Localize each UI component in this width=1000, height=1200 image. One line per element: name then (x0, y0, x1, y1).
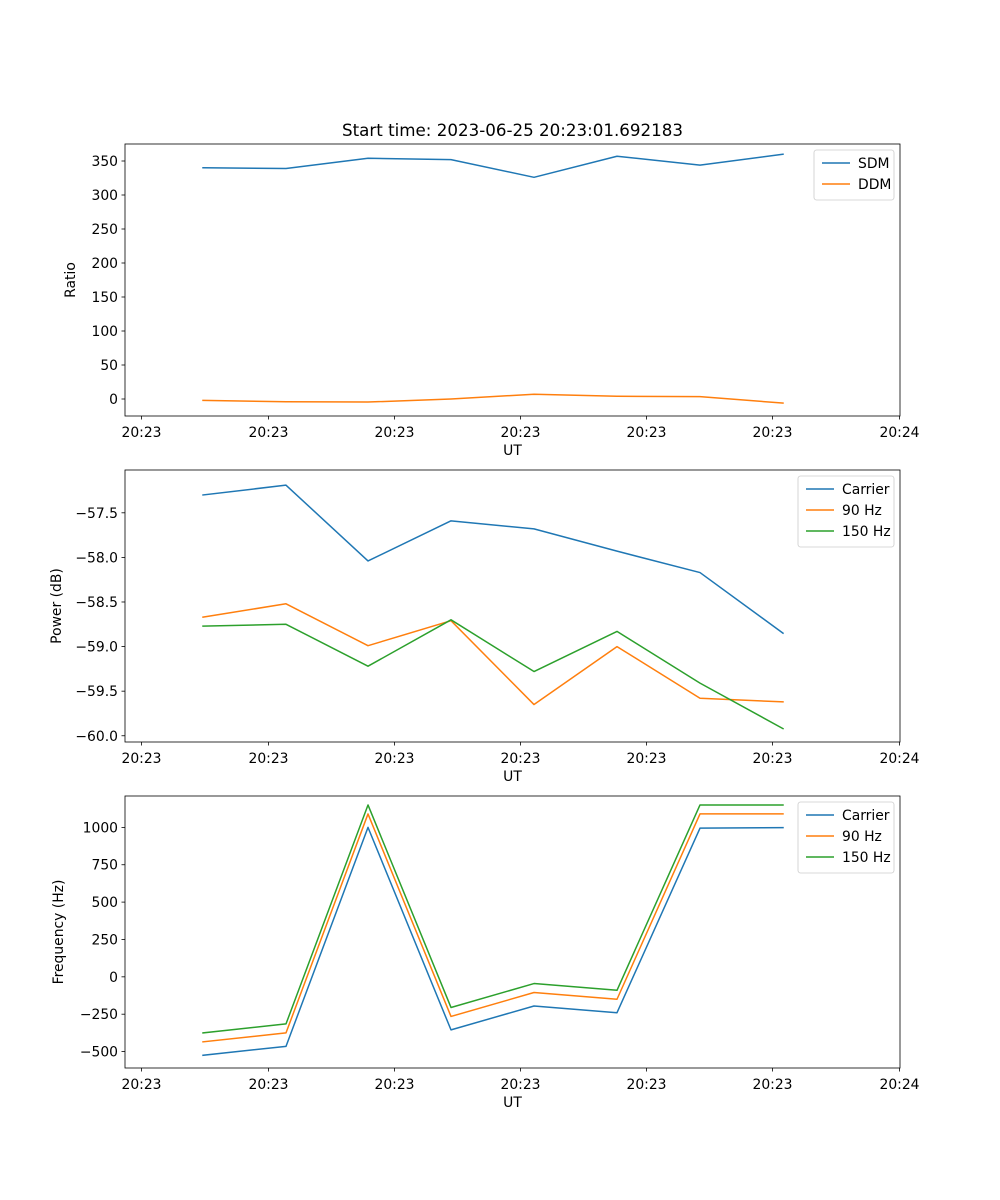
legend-entry: DDM (858, 177, 891, 193)
x-axis-label: UT (503, 1095, 522, 1111)
legend: Carrier 90 Hz 150 Hz (797, 801, 895, 874)
x-tick-label: 20:23 (121, 751, 161, 767)
y-tick-label: 150 (91, 290, 118, 306)
series-line-carrier (202, 826, 784, 1057)
y-tick-label: 0 (109, 970, 118, 986)
x-tick-label: 20:23 (121, 1077, 161, 1093)
legend-entry: SDM (858, 156, 890, 172)
y-tick-label: 50 (100, 358, 118, 374)
x-tick-label: 20:24 (879, 751, 919, 767)
legend-entry: 90 Hz (842, 503, 882, 519)
subplots: 0 50 100 150 200 250 300 350 20:23 20:23 20:23 20:2… (49, 143, 920, 1111)
y-tick-label: 250 (91, 222, 118, 238)
subplot-3: −500 −250 0 250 500 750 1000 20:23 20:23 20:23 20:… (51, 795, 920, 1111)
y-tick-label: −58.5 (75, 595, 118, 611)
x-tick-label: 20:23 (374, 1077, 414, 1093)
y-tick-label: −250 (80, 1007, 118, 1023)
x-tick-label: 20:23 (248, 425, 288, 441)
x-tick-label: 20:23 (752, 425, 792, 441)
x-tick-label: 20:23 (500, 425, 540, 441)
y-tick-label: 0 (109, 392, 118, 408)
series-line-90-hz (202, 813, 784, 1043)
series-line-carrier (202, 484, 785, 635)
legend-entry: Carrier (842, 808, 890, 824)
y-tick-label: 300 (91, 188, 118, 204)
x-tick-label: 20:23 (626, 1077, 666, 1093)
x-tick-label: 20:23 (752, 1077, 792, 1093)
x-axis-label: UT (503, 443, 522, 459)
x-tick-label: 20:23 (374, 425, 414, 441)
y-tick-label: −60.0 (75, 729, 118, 745)
y-tick-label: −59.0 (75, 640, 118, 656)
axes-frame (124, 143, 901, 417)
y-tick-label: 500 (91, 895, 118, 911)
y-tick-label: 250 (91, 932, 118, 948)
y-axis-label: Frequency (Hz) (51, 880, 67, 985)
x-tick-label: 20:23 (248, 1077, 288, 1093)
series-line-150-hz (202, 804, 784, 1034)
y-tick-label: −58.0 (75, 550, 118, 566)
y-tick-label: 100 (91, 324, 118, 340)
y-tick-label: 1000 (83, 820, 118, 836)
y-tick-label: −57.5 (75, 506, 118, 522)
legend-entry: 150 Hz (842, 850, 891, 866)
subplot-1: 0 50 100 150 200 250 300 350 20:23 20:23 20:23 20:2… (63, 143, 920, 459)
x-tick-label: 20:24 (879, 425, 919, 441)
x-axis-label: UT (503, 769, 522, 785)
y-tick-label: 200 (91, 256, 118, 272)
x-tick-label: 20:23 (626, 751, 666, 767)
y-axis-label: Ratio (63, 262, 79, 298)
x-tick-label: 20:23 (374, 751, 414, 767)
axes-frame (124, 795, 901, 1069)
figure-title: Start time: 2023-06-25 20:23:01.692183 (342, 120, 683, 140)
x-tick-label: 20:23 (248, 751, 288, 767)
x-tick-label: 20:23 (500, 1077, 540, 1093)
series-line-90-hz (202, 603, 784, 706)
x-tick-label: 20:23 (752, 751, 792, 767)
y-tick-label: −59.5 (75, 684, 118, 700)
x-tick-label: 20:23 (121, 425, 161, 441)
series-line-ddm (202, 393, 784, 404)
y-axis-label: Power (dB) (49, 568, 65, 644)
series-line-150-hz (202, 619, 785, 730)
legend-entry: 150 Hz (842, 524, 891, 540)
legend-entry: Carrier (842, 482, 890, 498)
legend-box (797, 475, 895, 548)
y-tick-label: 750 (91, 858, 118, 874)
axes-frame (124, 469, 901, 743)
subplot-2: −60.0 −59.5 −59.0 −58.5 −58.0 −57.5 20:23 20:23… (49, 469, 920, 785)
y-tick-label: −500 (80, 1045, 118, 1061)
y-tick-label: 350 (91, 154, 118, 170)
legend-box (797, 801, 895, 874)
series-line-sdm (202, 153, 784, 179)
legend: Carrier 90 Hz 150 Hz (797, 475, 895, 548)
x-tick-label: 20:23 (500, 751, 540, 767)
legend-entry: 90 Hz (842, 829, 882, 845)
legend: SDM DDM (813, 149, 895, 201)
x-tick-label: 20:23 (626, 425, 666, 441)
x-tick-label: 20:24 (879, 1077, 919, 1093)
